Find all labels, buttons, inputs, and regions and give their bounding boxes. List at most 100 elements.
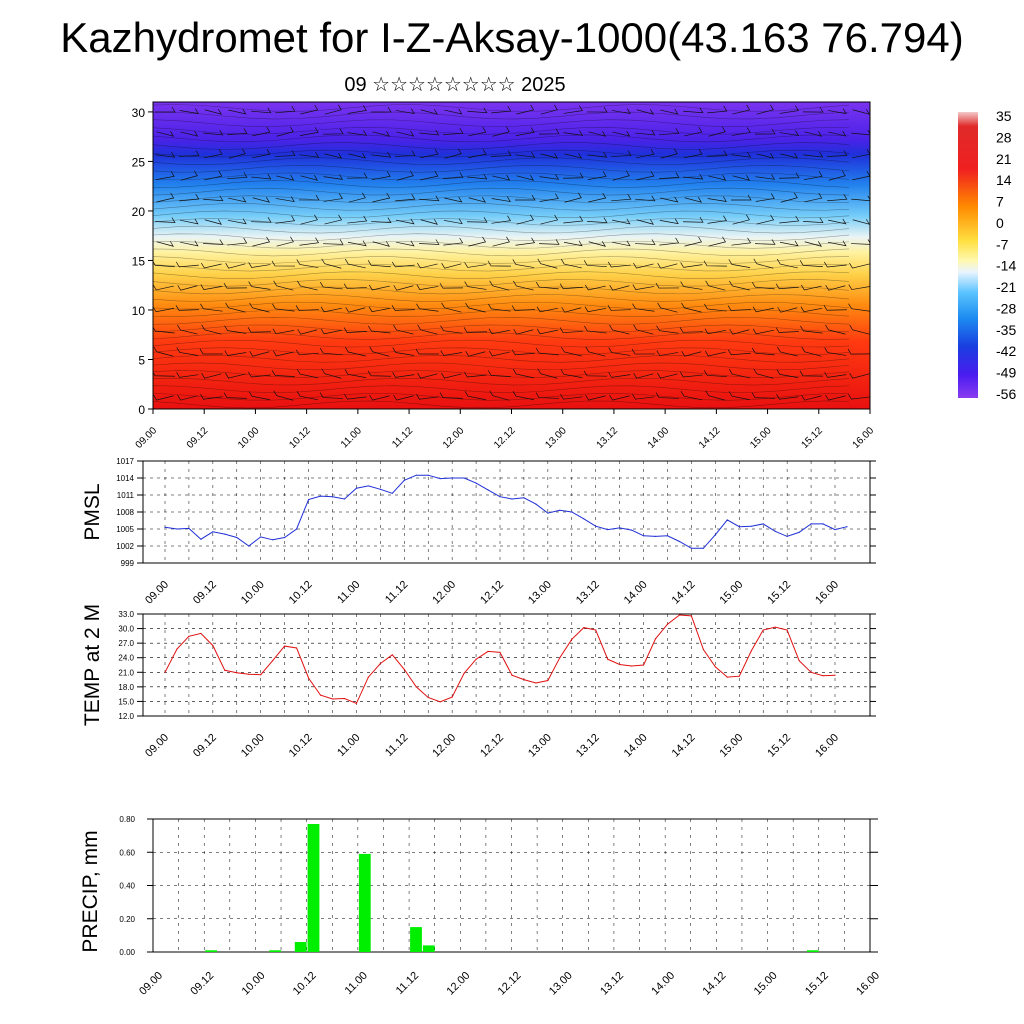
- wind-barb: [417, 324, 438, 335]
- wind-barb: [248, 262, 271, 268]
- x-tick-label: 12.00: [441, 425, 467, 451]
- wind-barb: [611, 108, 631, 115]
- wind-barb: [223, 282, 247, 289]
- series-point: [738, 526, 740, 528]
- wind-barb: [395, 150, 416, 157]
- series-point: [690, 615, 693, 617]
- wind-barb: [175, 261, 199, 268]
- x-tick-label: 10.00: [239, 732, 267, 760]
- wind-barb: [779, 105, 799, 114]
- wind-barb: [563, 172, 584, 179]
- wind-barb: [612, 130, 631, 137]
- wind-barb: [635, 239, 656, 245]
- x-tick-label: 15.12: [765, 732, 793, 760]
- wind-barb: [561, 307, 582, 313]
- wind-barb: [659, 128, 680, 136]
- series-point: [403, 479, 405, 481]
- wind-barb: [707, 196, 727, 202]
- wind-barb: [825, 285, 846, 291]
- wind-barb: [464, 281, 487, 290]
- wind-barb: [491, 196, 511, 202]
- series-point: [523, 497, 525, 499]
- colorbar-label: -49: [996, 365, 1016, 381]
- wind-barb: [540, 152, 559, 159]
- series-point: [212, 644, 214, 647]
- series-point: [595, 525, 597, 527]
- y-tick-label: 0.00: [119, 948, 135, 957]
- y-tick-label: 1014: [116, 474, 134, 483]
- colorbar-label: 7: [996, 194, 1004, 210]
- wind-barb: [660, 148, 678, 159]
- wind-barb: [680, 281, 703, 290]
- contour-line: [153, 233, 850, 241]
- wind-barb: [563, 215, 584, 224]
- wind-barb: [611, 150, 632, 157]
- contour-line: [153, 218, 850, 226]
- x-tick-label: 14.00: [649, 970, 677, 998]
- series-point: [786, 629, 788, 631]
- series-point: [188, 527, 190, 530]
- wind-barb: [275, 150, 296, 157]
- wind-barb: [227, 128, 248, 135]
- series-point: [750, 525, 752, 527]
- wind-barb: [297, 329, 318, 335]
- temperature-cross-section: 0 5 10 15 20 25 30 09.00 09.12 10.00 10.12 11.00 11.…: [132, 101, 876, 451]
- wind-barb: [563, 130, 584, 136]
- contour-line: [153, 339, 850, 348]
- contour-line: [153, 324, 850, 333]
- contour-line: [153, 362, 850, 371]
- wind-barb: [754, 128, 776, 135]
- wind-barb: [298, 194, 320, 201]
- wind-barb: [704, 303, 727, 312]
- x-tick-label: 09.12: [191, 579, 219, 607]
- wind-barb: [203, 239, 224, 245]
- wind-barb: [607, 261, 631, 268]
- wind-barb: [827, 150, 848, 157]
- wind-barb: [175, 305, 199, 311]
- wind-barb: [273, 280, 294, 291]
- y-tick-label: 24.0: [118, 654, 134, 663]
- wind-barb: [611, 194, 632, 202]
- wind-barb: [680, 391, 703, 401]
- series-point: [678, 614, 681, 616]
- x-tick-label: 09.12: [188, 970, 216, 998]
- wind-barb: [272, 303, 295, 312]
- wind-barb: [441, 372, 462, 379]
- series-point: [547, 512, 549, 514]
- wind-barb: [227, 218, 247, 225]
- wind-barb: [680, 262, 703, 268]
- wind-barb: [176, 347, 199, 356]
- wind-barb: [536, 306, 558, 313]
- wind-barb: [584, 325, 607, 334]
- wind-barb: [536, 328, 558, 335]
- wind-barb: [348, 192, 366, 203]
- wind-barb: [180, 240, 199, 247]
- wind-barb: [419, 239, 440, 245]
- series-point: [176, 528, 178, 530]
- wind-barb: [803, 151, 824, 158]
- wind-barb: [348, 152, 367, 159]
- x-tick-label: 11.00: [343, 970, 370, 997]
- wind-barb: [655, 392, 679, 399]
- y-tick-label: 5: [138, 353, 145, 367]
- wind-barb: [153, 306, 175, 313]
- wind-barb: [609, 394, 630, 401]
- wind-barb: [731, 237, 752, 246]
- series-point: [547, 679, 549, 682]
- wind-barb: [584, 284, 606, 291]
- wind-barb: [463, 327, 487, 333]
- y-tick-label: 0: [138, 403, 145, 417]
- wind-barb: [681, 351, 702, 357]
- wind-barb: [851, 195, 870, 202]
- wind-barb: [828, 218, 847, 225]
- wind-barb: [419, 149, 439, 159]
- wind-barb: [707, 215, 727, 224]
- wind-barb: [248, 371, 271, 378]
- wind-barb: [537, 258, 558, 269]
- wind-barb: [707, 150, 728, 157]
- wind-barb: [632, 284, 655, 290]
- wind-barb: [199, 348, 224, 355]
- wind-barb: [631, 348, 656, 355]
- series-point: [427, 696, 429, 699]
- series-point: [403, 668, 405, 670]
